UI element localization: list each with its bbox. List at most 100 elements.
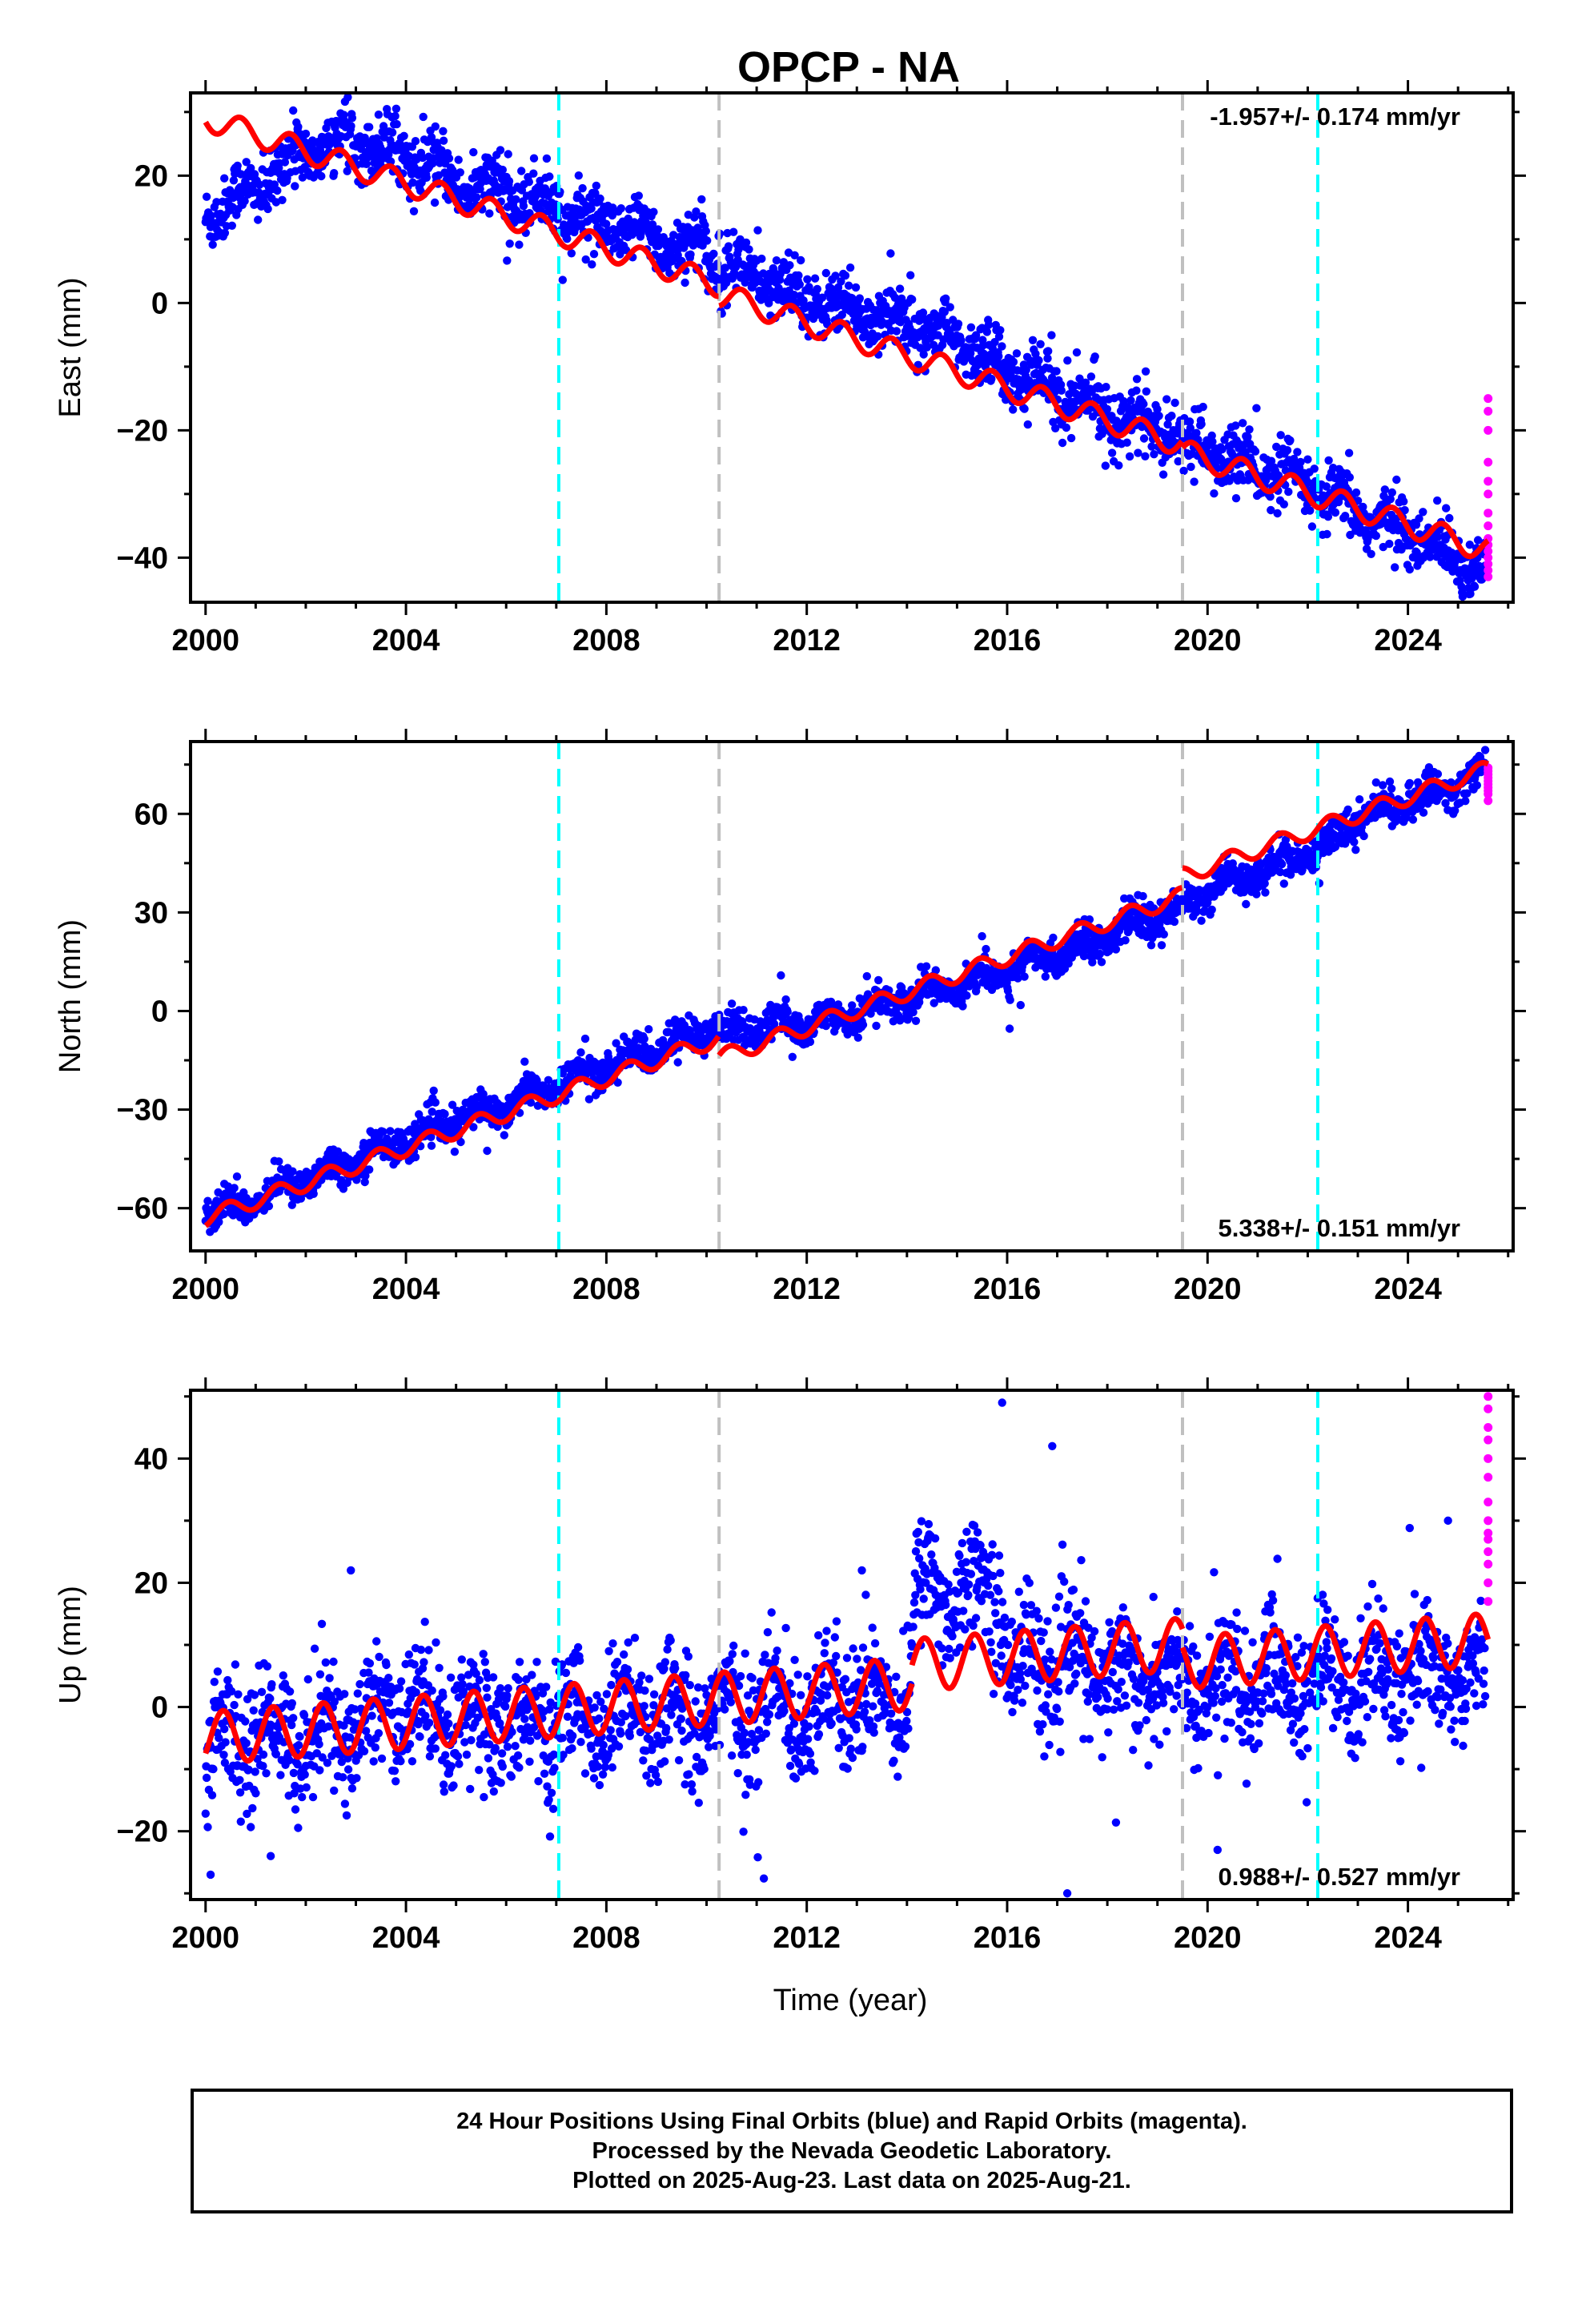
data-point bbox=[1293, 448, 1302, 456]
data-point bbox=[1170, 917, 1179, 927]
data-point bbox=[1186, 424, 1195, 432]
data-point bbox=[542, 154, 552, 163]
data-point bbox=[450, 1148, 460, 1156]
data-point bbox=[788, 1052, 797, 1062]
data-point bbox=[1402, 813, 1411, 822]
up-final-orbit-points bbox=[201, 1398, 1490, 1898]
data-point bbox=[745, 245, 753, 254]
data-point bbox=[1138, 891, 1147, 901]
data-point bbox=[1445, 513, 1454, 523]
data-point bbox=[263, 1662, 272, 1671]
y-tick-label: −20 bbox=[117, 414, 168, 448]
data-point bbox=[444, 154, 454, 163]
x-tick-label: 2000 bbox=[171, 624, 239, 657]
data-point bbox=[1322, 482, 1331, 491]
data-point bbox=[1146, 941, 1156, 950]
data-point bbox=[576, 1048, 585, 1057]
data-point bbox=[602, 219, 611, 228]
data-point bbox=[1243, 432, 1252, 441]
east-model-fit-segment-0 bbox=[203, 114, 719, 300]
data-point bbox=[987, 374, 996, 384]
data-point bbox=[391, 111, 400, 121]
data-point bbox=[289, 106, 298, 115]
data-point bbox=[1065, 390, 1074, 399]
data-point bbox=[456, 1137, 465, 1147]
data-point bbox=[1387, 488, 1397, 497]
data-point bbox=[221, 1738, 230, 1747]
data-point bbox=[916, 344, 925, 352]
data-point bbox=[1480, 746, 1490, 754]
data-point bbox=[343, 167, 351, 175]
data-point bbox=[1399, 497, 1408, 506]
data-point bbox=[1458, 592, 1468, 601]
data-point bbox=[330, 169, 339, 178]
data-point bbox=[1465, 541, 1475, 549]
rapid-point bbox=[1484, 796, 1493, 806]
x-tick-label: 2024 bbox=[1374, 1273, 1442, 1306]
data-point bbox=[592, 181, 600, 191]
data-point bbox=[587, 204, 596, 213]
data-point bbox=[1147, 442, 1156, 451]
data-point bbox=[841, 271, 850, 280]
data-point bbox=[580, 1034, 590, 1043]
data-point bbox=[1296, 457, 1305, 467]
data-point bbox=[1020, 972, 1029, 981]
east-y-axis-label: East (mm) bbox=[54, 277, 87, 417]
data-point bbox=[946, 303, 954, 312]
data-point bbox=[1101, 461, 1110, 470]
data-point bbox=[352, 1176, 361, 1184]
data-point bbox=[911, 1016, 921, 1026]
data-point bbox=[220, 228, 230, 238]
data-point bbox=[851, 283, 861, 292]
data-point bbox=[347, 122, 355, 131]
data-point bbox=[729, 227, 738, 236]
data-point bbox=[1267, 505, 1275, 515]
data-point bbox=[821, 268, 831, 278]
data-point bbox=[1197, 420, 1206, 428]
data-point bbox=[1006, 369, 1015, 379]
data-point bbox=[379, 122, 388, 131]
data-point bbox=[1197, 916, 1206, 925]
data-point bbox=[1323, 513, 1333, 521]
data-point bbox=[1310, 464, 1319, 473]
data-point bbox=[317, 171, 326, 181]
data-point bbox=[485, 209, 494, 218]
data-point bbox=[1041, 972, 1050, 981]
data-point bbox=[1009, 357, 1018, 367]
data-point bbox=[504, 177, 514, 186]
data-point bbox=[422, 173, 431, 182]
data-point bbox=[1447, 778, 1456, 787]
north-plot-area bbox=[201, 742, 1493, 1251]
data-point bbox=[584, 1095, 594, 1104]
data-point bbox=[1154, 412, 1163, 420]
x-tick-label: 2012 bbox=[773, 1273, 841, 1306]
data-point bbox=[1066, 433, 1076, 443]
data-point bbox=[1344, 448, 1354, 457]
data-point bbox=[1132, 386, 1141, 395]
data-point bbox=[479, 1090, 488, 1099]
data-point bbox=[1345, 472, 1355, 482]
data-point bbox=[1063, 356, 1072, 365]
data-point bbox=[387, 128, 397, 137]
data-point bbox=[1207, 905, 1216, 915]
data-point bbox=[1387, 784, 1396, 793]
data-point bbox=[886, 249, 895, 258]
data-point bbox=[783, 1007, 792, 1016]
data-point bbox=[1210, 489, 1219, 498]
east-rapid-orbit-points bbox=[1484, 394, 1493, 581]
data-point bbox=[858, 1020, 868, 1029]
data-point bbox=[994, 352, 1003, 361]
data-point bbox=[1049, 933, 1058, 943]
data-point bbox=[347, 114, 357, 123]
data-point bbox=[1306, 506, 1315, 515]
data-point bbox=[1005, 1024, 1014, 1033]
data-point bbox=[249, 1706, 258, 1715]
data-point bbox=[409, 207, 419, 215]
x-tick-label: 2024 bbox=[1374, 624, 1442, 657]
data-point bbox=[1251, 447, 1260, 456]
data-point bbox=[209, 1764, 218, 1774]
data-point bbox=[757, 254, 766, 263]
data-point bbox=[1047, 331, 1056, 340]
data-point bbox=[873, 332, 882, 341]
